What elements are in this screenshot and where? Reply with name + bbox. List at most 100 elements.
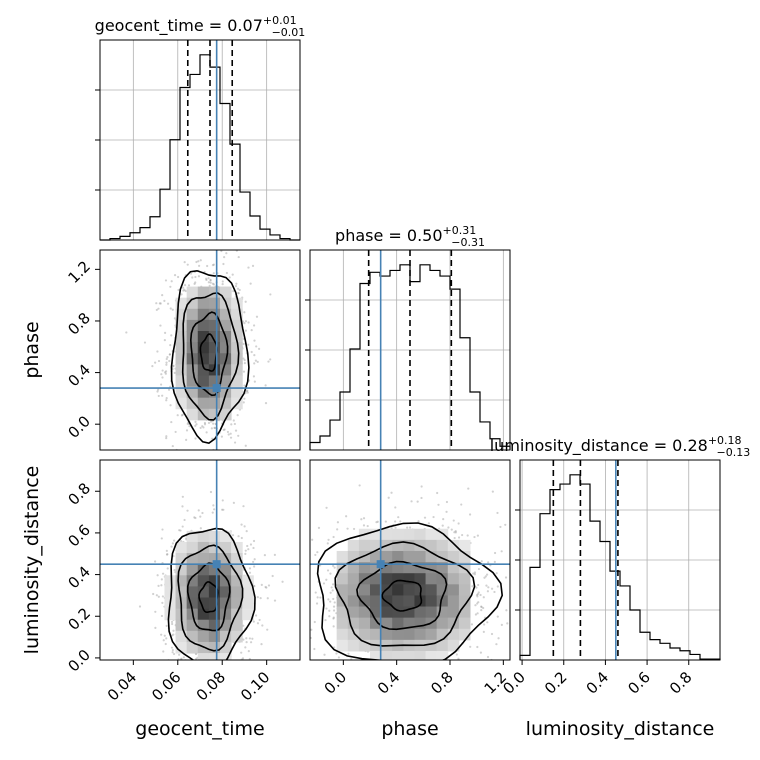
scatter-point	[234, 429, 238, 432]
scatter-point	[157, 307, 160, 310]
scatter-point	[169, 285, 172, 288]
scatter-point	[450, 528, 453, 531]
scatter-point	[164, 279, 168, 282]
scatter-point	[232, 501, 235, 504]
scatter-point	[259, 597, 262, 600]
density-cell	[208, 586, 221, 598]
scatter-point	[188, 425, 191, 428]
scatter-point	[194, 516, 197, 520]
scatter-point	[265, 586, 268, 589]
density-cell	[220, 653, 232, 660]
scatter-point	[466, 534, 469, 537]
density-cell	[208, 308, 221, 321]
density-cell	[414, 528, 427, 541]
scatter-point	[243, 359, 246, 362]
density-cell	[436, 584, 449, 596]
density-cell	[231, 597, 243, 610]
scatter-point	[183, 284, 187, 287]
scatter-point	[173, 569, 176, 572]
density-cell	[208, 286, 221, 299]
scatter-point	[253, 353, 256, 357]
scatter-point	[171, 634, 174, 637]
scatter-point	[375, 521, 378, 524]
contour-line	[181, 292, 240, 421]
scatter-point	[125, 331, 128, 334]
scatter-point	[311, 538, 314, 541]
density-cell	[208, 653, 221, 660]
y-axis-label-luminosity_distance: luminosity_distance	[21, 466, 43, 655]
density-cell	[381, 617, 393, 630]
scatter-point	[242, 638, 245, 641]
density-cell	[425, 528, 438, 541]
scatter-point	[242, 505, 245, 508]
density-cell	[436, 595, 449, 608]
scatter-point	[172, 629, 175, 632]
scatter-point	[352, 527, 356, 531]
scatter-point	[223, 428, 226, 431]
scatter-point	[177, 288, 180, 292]
scatter-point	[436, 491, 439, 495]
scatter-point	[486, 621, 489, 624]
scatter-point	[273, 599, 277, 602]
scatter-point	[242, 401, 245, 404]
scatter-point	[155, 594, 158, 597]
x-axis-label-geocent_time: geocent_time	[135, 718, 264, 740]
contour-line	[356, 560, 448, 631]
panel-title-luminosity_distance: luminosity_distance = 0.28+0.18 −0.13	[490, 434, 751, 459]
scatter-point	[186, 263, 189, 266]
scatter-point	[328, 615, 331, 618]
scatter-point	[475, 586, 478, 589]
density-cell	[403, 539, 415, 552]
scatter-point	[160, 373, 163, 376]
scatter-point	[487, 586, 490, 589]
scatter-point	[245, 641, 248, 644]
contour-line	[199, 333, 218, 372]
density-cell	[392, 550, 404, 563]
density-cell	[175, 353, 188, 365]
scatter-point	[185, 429, 189, 432]
scatter-point	[457, 536, 461, 539]
density-cell	[175, 619, 188, 632]
scatter-point	[441, 524, 444, 527]
scatter-point	[406, 526, 409, 529]
scatter-point	[477, 601, 480, 604]
scatter-point	[230, 423, 233, 426]
scatter-point	[213, 426, 217, 430]
scatter-point	[170, 545, 173, 548]
scatter-point	[244, 444, 247, 447]
density-cell	[186, 641, 199, 654]
scatter-point	[490, 587, 494, 590]
density-cell	[220, 630, 232, 643]
scatter-point	[160, 537, 163, 540]
scatter-point	[236, 287, 240, 290]
density-cell	[186, 586, 199, 598]
density-cell	[197, 353, 210, 365]
density-cell	[197, 375, 210, 388]
density-cell	[347, 617, 360, 630]
scatter-point	[499, 525, 502, 529]
density-cell	[220, 597, 232, 610]
density-cell	[197, 586, 210, 598]
scatter-point	[197, 275, 201, 278]
density-cell	[370, 595, 382, 608]
density-cell	[164, 608, 177, 621]
scatter-point	[317, 526, 321, 529]
density-cell	[220, 586, 232, 598]
scatter-point	[210, 427, 213, 430]
histogram-step	[100, 54, 300, 241]
scatter-point	[172, 633, 175, 636]
scatter-point	[479, 593, 482, 597]
scatter-point	[255, 315, 259, 318]
scatter-point	[207, 421, 211, 425]
scatter-point	[442, 518, 445, 521]
scatter-point	[209, 279, 212, 282]
scatter-point	[472, 572, 475, 575]
density-cell	[208, 641, 221, 654]
scatter-point	[423, 516, 427, 519]
scatter-point	[476, 645, 479, 649]
scatter-point	[420, 496, 423, 500]
density-cell	[336, 550, 349, 563]
scatter-point	[157, 359, 161, 363]
scatter-point	[493, 551, 497, 555]
density-cell	[208, 564, 221, 576]
